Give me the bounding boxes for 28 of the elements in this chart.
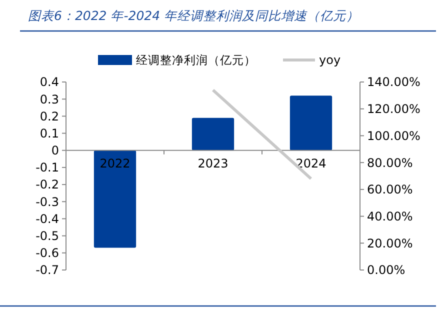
y-tick-label: -0.5 bbox=[36, 229, 59, 244]
y-tick-label: 0.3 bbox=[40, 92, 59, 106]
y2-tick-label: 0.00% bbox=[367, 263, 406, 278]
y-tick-label: 0.2 bbox=[40, 109, 59, 124]
y-tick-label: 0 bbox=[51, 144, 59, 158]
y2-tick-label: 60.00% bbox=[367, 182, 413, 197]
y2-tick-label: 120.00% bbox=[367, 102, 420, 116]
y-tick-label: -0.7 bbox=[36, 263, 59, 278]
y2-tick-label: 100.00% bbox=[367, 128, 420, 143]
bar bbox=[192, 118, 234, 150]
y-tick-label: 0.1 bbox=[40, 126, 59, 140]
x-tick-label: 2023 bbox=[198, 156, 228, 170]
y-tick-label: -0.3 bbox=[36, 194, 59, 209]
y-tick-label: -0.2 bbox=[36, 178, 59, 192]
bar bbox=[94, 150, 136, 248]
legend-label: 经调整净利润（亿元） bbox=[136, 53, 256, 68]
y-tick-label: -0.6 bbox=[36, 246, 59, 260]
y-tick-label: 0.4 bbox=[40, 75, 59, 90]
chart-title: 图表6：2022 年-2024 年经调整利润及同比增速（亿元） bbox=[28, 8, 360, 23]
x-tick-label: 2022 bbox=[100, 156, 130, 170]
y2-tick-label: 80.00% bbox=[367, 156, 413, 170]
y-tick-label: -0.1 bbox=[36, 160, 59, 175]
legend-label: yoy bbox=[319, 53, 341, 68]
y2-tick-label: 40.00% bbox=[367, 209, 413, 224]
bar bbox=[290, 96, 332, 150]
y-tick-label: -0.4 bbox=[36, 212, 59, 226]
y2-tick-label: 140.00% bbox=[367, 75, 420, 90]
y2-tick-label: 20.00% bbox=[367, 236, 413, 250]
